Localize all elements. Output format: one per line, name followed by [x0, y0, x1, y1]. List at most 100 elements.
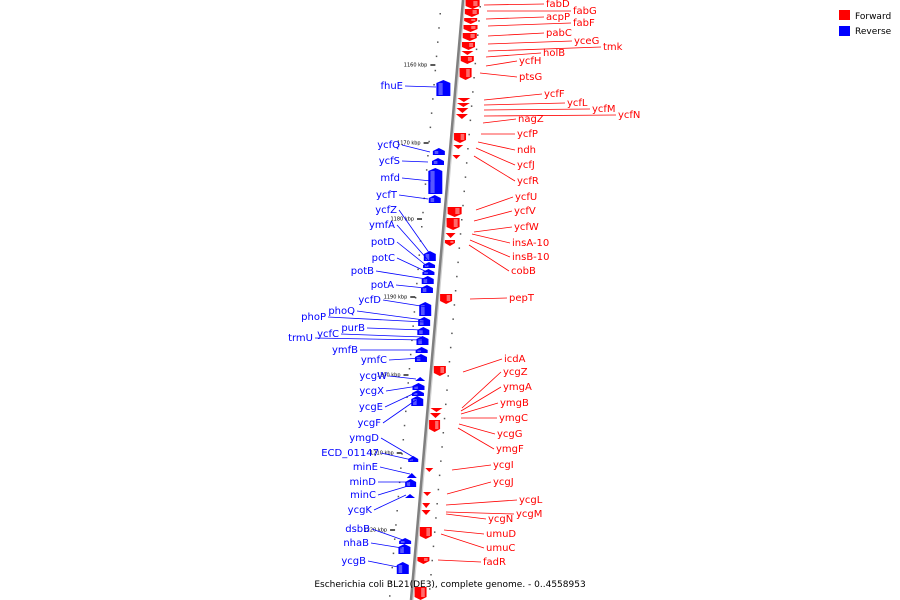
minor-tick: [457, 261, 459, 264]
minor-tick: [427, 155, 429, 157]
gene-label-ycfl[interactable]: ycfL: [567, 98, 588, 109]
legend: Forward Reverse: [839, 10, 892, 37]
gene-label-purb[interactable]: purB: [341, 323, 365, 334]
leader-line-ycfw: [473, 226, 513, 233]
gene-label-trmu[interactable]: trmU: [288, 333, 313, 344]
gene-label-tmk[interactable]: tmk: [603, 42, 623, 53]
gene-label-ycgw[interactable]: ycgW: [359, 371, 387, 382]
gene-label-ycgb[interactable]: ycgB: [341, 556, 366, 567]
gene-label-ycfv[interactable]: ycfV: [514, 206, 536, 217]
gene-label-ycfp[interactable]: ycfP: [517, 129, 538, 140]
gene-label-ecd-01147[interactable]: ECD_01147: [321, 448, 379, 459]
leader-line-ymgf: [457, 427, 495, 450]
gene-label-potd[interactable]: potD: [371, 237, 395, 248]
gene-label-ymga[interactable]: ymgA: [503, 382, 532, 393]
gene-label-ycfs[interactable]: ycfS: [379, 156, 400, 167]
gene-label-ycfu[interactable]: ycfU: [515, 192, 537, 203]
gene-label-potb[interactable]: potB: [351, 266, 374, 277]
gene-label-ycgi[interactable]: ycgI: [493, 460, 514, 471]
gene-label-umuc[interactable]: umuC: [486, 543, 515, 554]
gene-label-ptsg[interactable]: ptsG: [519, 72, 542, 83]
gene-block: [464, 9, 479, 17]
gene-label-ymgd[interactable]: ymgD: [349, 433, 379, 444]
gene-label-insb-10[interactable]: insB-10: [512, 252, 550, 263]
gene-block: [432, 148, 445, 155]
gene-label-fabf[interactable]: fabF: [573, 18, 595, 29]
gene-label-fabg[interactable]: fabG: [573, 6, 597, 17]
gene-label-ycgl[interactable]: ycgL: [519, 495, 543, 506]
gene-block: [462, 42, 476, 50]
minor-tick: [462, 204, 464, 207]
gene-label-ycgf[interactable]: ycgF: [357, 418, 381, 429]
minor-tick: [389, 595, 391, 597]
gene-label-ycfd[interactable]: ycfD: [358, 295, 381, 306]
minor-tick: [475, 48, 478, 51]
gene-label-ycfq[interactable]: ycfQ: [377, 140, 400, 151]
gene-block: [421, 276, 434, 284]
gene-label-acpp[interactable]: acpP: [546, 12, 570, 23]
leader-line-ycgb: [367, 560, 399, 568]
gene-label-mfd[interactable]: mfd: [380, 173, 400, 184]
gene-label-ycgk[interactable]: ycgK: [348, 505, 373, 516]
gene-label-mine[interactable]: minE: [353, 462, 378, 473]
gene-label-ymgf[interactable]: ymgF: [496, 444, 524, 455]
gene-label-yceg[interactable]: yceG: [574, 36, 599, 47]
minor-tick: [395, 524, 397, 526]
gene-label-dsbb[interactable]: dsbB: [345, 524, 370, 535]
gene-label-potc[interactable]: potC: [372, 253, 395, 264]
gene-label-ymgb[interactable]: ymgB: [500, 398, 529, 409]
gene-label-ycge[interactable]: ycgE: [359, 402, 383, 413]
gene-label-ycgj[interactable]: ycgJ: [493, 477, 514, 488]
gene-label-ycfn[interactable]: ycfN: [618, 110, 640, 121]
gene-label-ycfw[interactable]: ycfW: [514, 222, 539, 233]
gene-label-phoq[interactable]: phoQ: [328, 306, 355, 317]
gene-block: [411, 396, 424, 406]
gene-label-holb[interactable]: holB: [543, 48, 565, 59]
gene-label-ycfm[interactable]: ycfM: [592, 104, 616, 115]
leader-line-ycgj: [446, 481, 492, 495]
gene-label-pept[interactable]: pepT: [509, 293, 535, 304]
minor-tick: [425, 169, 428, 171]
gene-label-insa-10[interactable]: insA-10: [512, 238, 549, 249]
gene-label-ndh[interactable]: ndh: [517, 145, 536, 156]
minor-tick: [414, 297, 417, 299]
gene-label-ycfz[interactable]: ycfZ: [375, 205, 397, 216]
gene-label-icda[interactable]: icdA: [504, 354, 526, 365]
gene-label-ycgz[interactable]: ycgZ: [503, 367, 528, 378]
gene-label-ycfc[interactable]: ycfC: [317, 329, 339, 340]
leader-line-insa-10: [471, 233, 511, 244]
gene-label-ycgm[interactable]: ycgM: [516, 509, 542, 520]
gene-label-fabd[interactable]: fabD: [546, 0, 570, 10]
gene-label-pabc[interactable]: pabC: [546, 28, 572, 39]
gene-label-ycfh[interactable]: ycfH: [519, 56, 541, 67]
gene-label-ymfb[interactable]: ymfB: [332, 345, 358, 356]
gene-label-pota[interactable]: potA: [371, 280, 394, 291]
minor-tick: [430, 574, 432, 576]
gene-label-phop[interactable]: phoP: [301, 312, 326, 323]
minor-tick: [464, 176, 467, 178]
leader-line-purb: [366, 327, 424, 331]
gene-label-ycft[interactable]: ycfT: [376, 190, 398, 201]
gene-label-ycfr[interactable]: ycfR: [517, 176, 539, 187]
gene-label-fadr[interactable]: fadR: [483, 557, 506, 568]
gene-label-ycgx[interactable]: ycgX: [359, 386, 384, 397]
gene-label-umud[interactable]: umuD: [486, 529, 516, 540]
gene-label-minc[interactable]: minC: [350, 490, 376, 501]
minor-tick: [429, 126, 432, 129]
gene-label-nagz[interactable]: nagZ: [518, 114, 544, 125]
gene-label-fhue[interactable]: fhuE: [380, 81, 403, 92]
gene-label-ycgn[interactable]: ycgN: [488, 514, 513, 525]
gene-label-nhab[interactable]: nhaB: [343, 538, 369, 549]
gene-label-ycfj[interactable]: ycfJ: [517, 160, 535, 171]
leader-line-ycfm: [483, 108, 591, 111]
gene-label-ymfc[interactable]: ymfC: [361, 355, 387, 366]
gene-label-ymgc[interactable]: ymgC: [499, 413, 528, 424]
leader-line-ycfs: [401, 160, 429, 163]
minor-tick: [428, 140, 430, 143]
gene-label-cobb[interactable]: cobB: [511, 266, 536, 277]
gene-label-ymfa[interactable]: ymfA: [369, 220, 395, 231]
gene-label-ycgg[interactable]: ycgG: [497, 429, 523, 440]
gene-label-ycff[interactable]: ycfF: [544, 89, 565, 100]
gene-label-mind[interactable]: minD: [349, 477, 376, 488]
